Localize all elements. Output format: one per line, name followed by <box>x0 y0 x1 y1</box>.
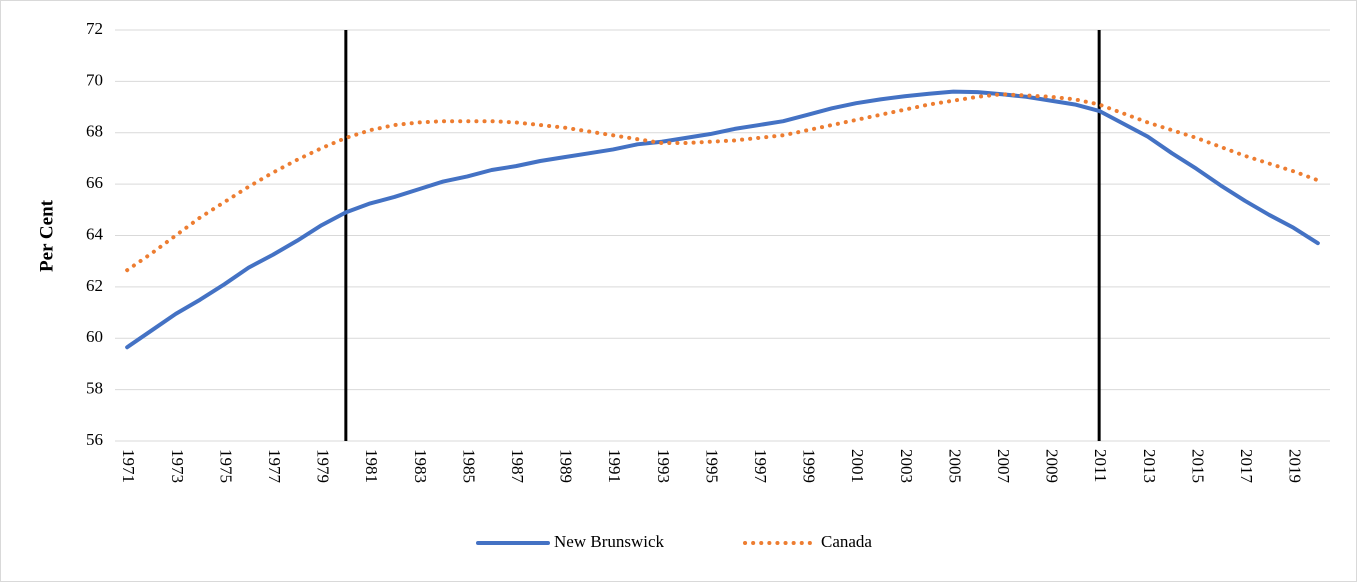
x-tick-label: 1987 <box>508 449 527 484</box>
x-tick-label: 1971 <box>119 449 138 483</box>
series-line <box>125 92 1320 273</box>
y-tick-label: 72 <box>86 19 103 38</box>
x-tick-label: 2015 <box>1188 449 1207 483</box>
x-tick-label: 2011 <box>1091 449 1110 482</box>
x-tick-label: 2007 <box>994 449 1013 484</box>
x-tick-label: 1979 <box>314 449 333 483</box>
x-tick-label: 1975 <box>216 449 235 483</box>
x-tick-label: 2019 <box>1286 449 1305 483</box>
y-tick-label: 68 <box>86 122 103 141</box>
x-tick-label: 1991 <box>605 449 624 483</box>
series-line <box>125 89 1320 350</box>
y-tick-label: 60 <box>86 327 103 346</box>
x-tick-label: 1993 <box>654 449 673 483</box>
y-tick-label: 62 <box>86 276 103 295</box>
x-tick-label: 2009 <box>1043 449 1062 483</box>
x-tick-label: 2013 <box>1140 449 1159 483</box>
legend-label: Canada <box>821 532 872 551</box>
x-tick-label: 1973 <box>168 449 187 483</box>
x-tick-label: 1977 <box>265 449 284 484</box>
legend-label: New Brunswick <box>554 532 665 551</box>
y-tick-label: 66 <box>86 173 103 192</box>
x-tick-label: 1985 <box>459 449 478 483</box>
y-axis-label: Per Cent <box>36 199 57 272</box>
x-tick-label: 1995 <box>702 449 721 483</box>
x-tick-label: 2001 <box>848 449 867 483</box>
x-tick-label: 2005 <box>945 449 964 483</box>
x-tick-label: 1989 <box>557 449 576 483</box>
x-tick-label: 2017 <box>1237 449 1256 484</box>
x-tick-label: 1999 <box>800 449 819 483</box>
y-tick-label: 64 <box>86 224 104 243</box>
x-tick-label: 2003 <box>897 449 916 483</box>
x-tick-label: 1983 <box>411 449 430 483</box>
y-tick-label: 56 <box>86 430 103 449</box>
y-tick-label: 58 <box>86 379 103 398</box>
x-tick-label: 1981 <box>362 449 381 483</box>
y-tick-label: 70 <box>86 70 103 89</box>
x-tick-label: 1997 <box>751 449 770 484</box>
